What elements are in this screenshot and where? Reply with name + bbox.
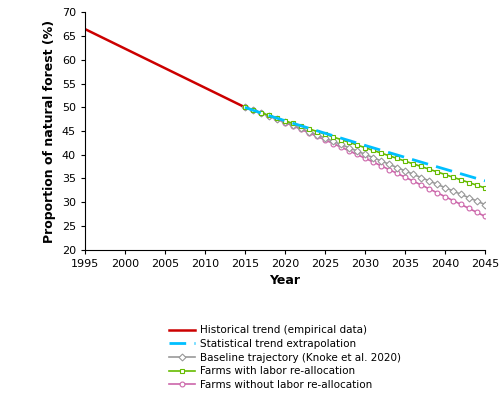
X-axis label: Year: Year xyxy=(270,274,300,287)
Y-axis label: Proportion of natural forest (%): Proportion of natural forest (%) xyxy=(44,20,57,243)
Legend: Historical trend (empirical data), Statistical trend extrapolation, Baseline tra: Historical trend (empirical data), Stati… xyxy=(164,321,406,394)
